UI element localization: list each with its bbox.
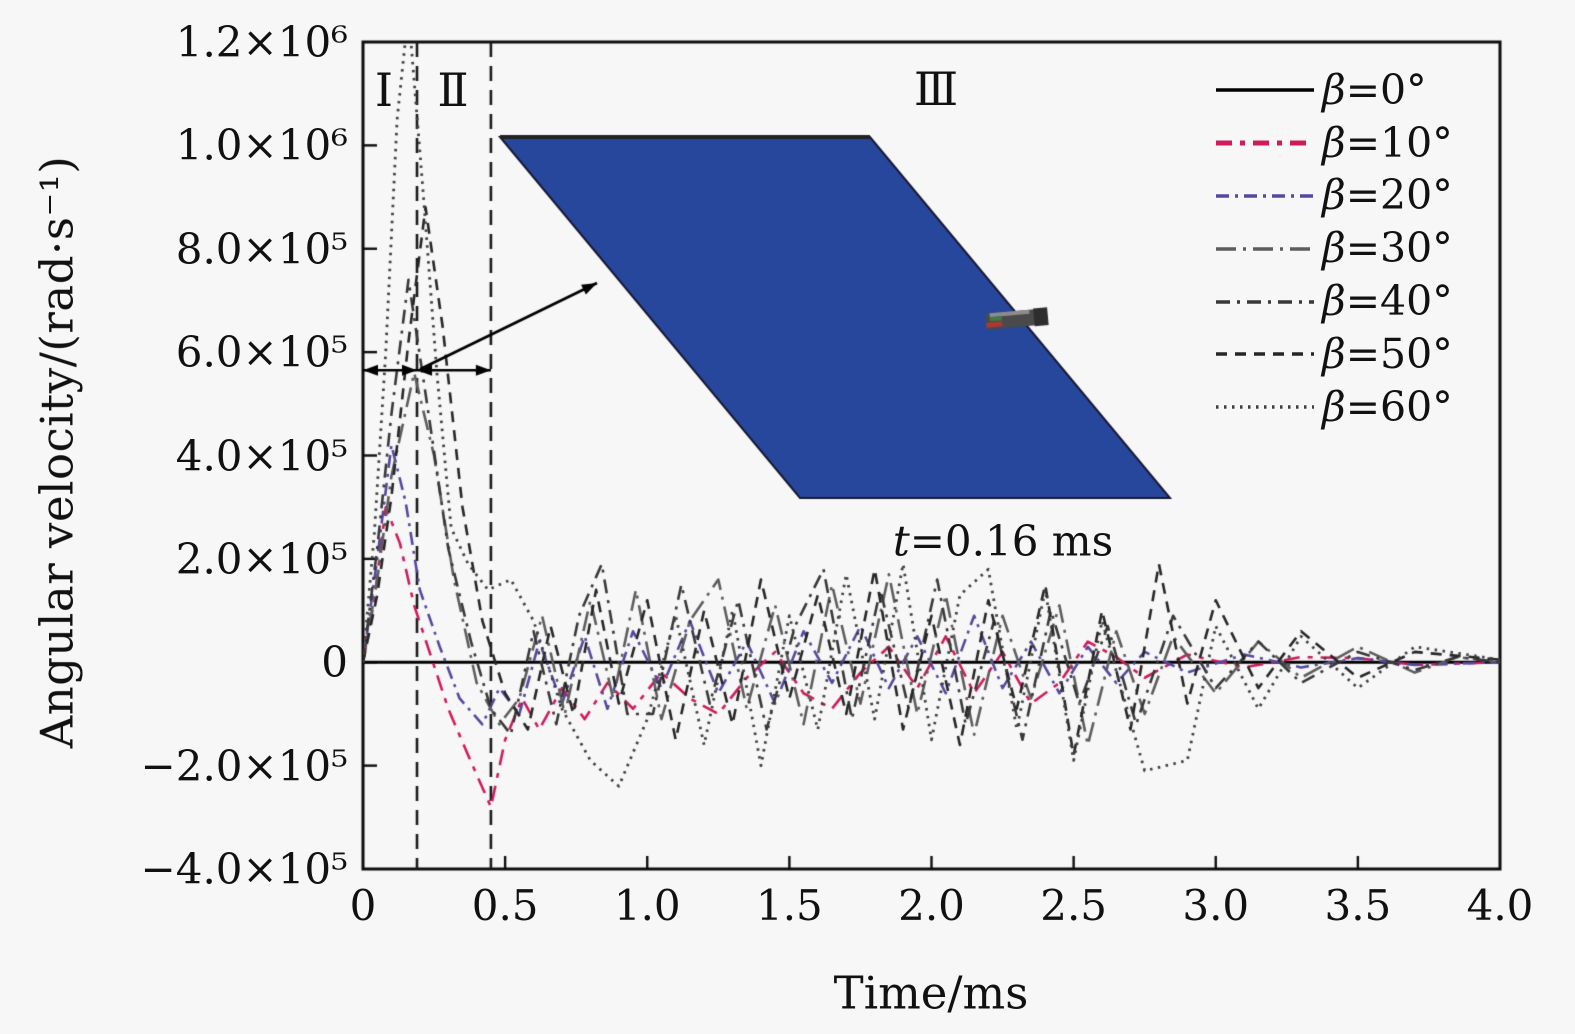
legend-label: β=10° [1322, 118, 1453, 167]
legend-label: β=60° [1322, 382, 1453, 431]
inset-caption: t=0.16 ms [892, 516, 1114, 566]
legend-line-sample [1216, 299, 1314, 304]
x-tick-label: 2.0 [898, 881, 965, 930]
y-tick-label: −2.0×10⁵ [140, 741, 348, 791]
x-tick-label: 1.5 [755, 881, 823, 930]
legend-item: β=30° [1214, 222, 1453, 275]
legend-item: β=10° [1214, 117, 1453, 170]
y-tick-label: −4.0×10⁵ [140, 844, 348, 894]
x-tick-label: 3.0 [1182, 881, 1250, 930]
legend-label: β=30° [1322, 224, 1453, 273]
y-tick-label: 2.0×10⁵ [175, 534, 348, 584]
legend-line-sample [1216, 140, 1314, 146]
legend-line-sample [1216, 352, 1314, 357]
legend-line-sample [1216, 246, 1314, 251]
legend-item: β=60° [1214, 381, 1453, 434]
legend-label: β=50° [1322, 329, 1453, 378]
y-tick-label: 8.0×10⁵ [175, 224, 348, 274]
region-label-1: Ⅰ [374, 63, 394, 117]
legend-label: β=0° [1322, 65, 1427, 114]
x-tick-label: 0 [349, 881, 377, 930]
y-tick-label: 0 [321, 637, 348, 687]
legend-label: β=20° [1322, 171, 1453, 220]
y-tick-label: 1.0×10⁶ [175, 120, 348, 170]
y-axis-title: Angular velocity/(rad·s⁻¹) [30, 155, 84, 749]
legend-item: β=40° [1214, 275, 1453, 328]
x-tick-label: 0.5 [471, 881, 539, 930]
region-label-3: Ⅲ [913, 62, 959, 116]
legend-item: β=20° [1214, 170, 1453, 223]
legend-item: β=0° [1214, 64, 1453, 117]
legend-line-sample [1216, 88, 1314, 93]
x-tick-label: 3.5 [1324, 881, 1392, 930]
x-tick-label: 1.0 [613, 881, 681, 930]
legend: β=0° β=10° β=20° β=30° β=40° β=50° β=60° [1214, 64, 1453, 434]
x-tick-label: 4.0 [1466, 881, 1534, 930]
y-tick-label: 4.0×10⁵ [175, 431, 348, 480]
legend-label: β=40° [1322, 277, 1453, 326]
y-tick-label: 6.0×10⁵ [175, 327, 348, 377]
legend-line-sample [1216, 194, 1314, 198]
legend-item: β=50° [1214, 328, 1453, 381]
x-tick-label: 2.5 [1040, 881, 1108, 930]
region-label-2: Ⅱ [437, 63, 469, 117]
legend-line-sample [1216, 405, 1314, 409]
y-tick-label: 1.2×10⁶ [175, 17, 348, 67]
x-axis-title: Time/ms [833, 966, 1029, 1020]
